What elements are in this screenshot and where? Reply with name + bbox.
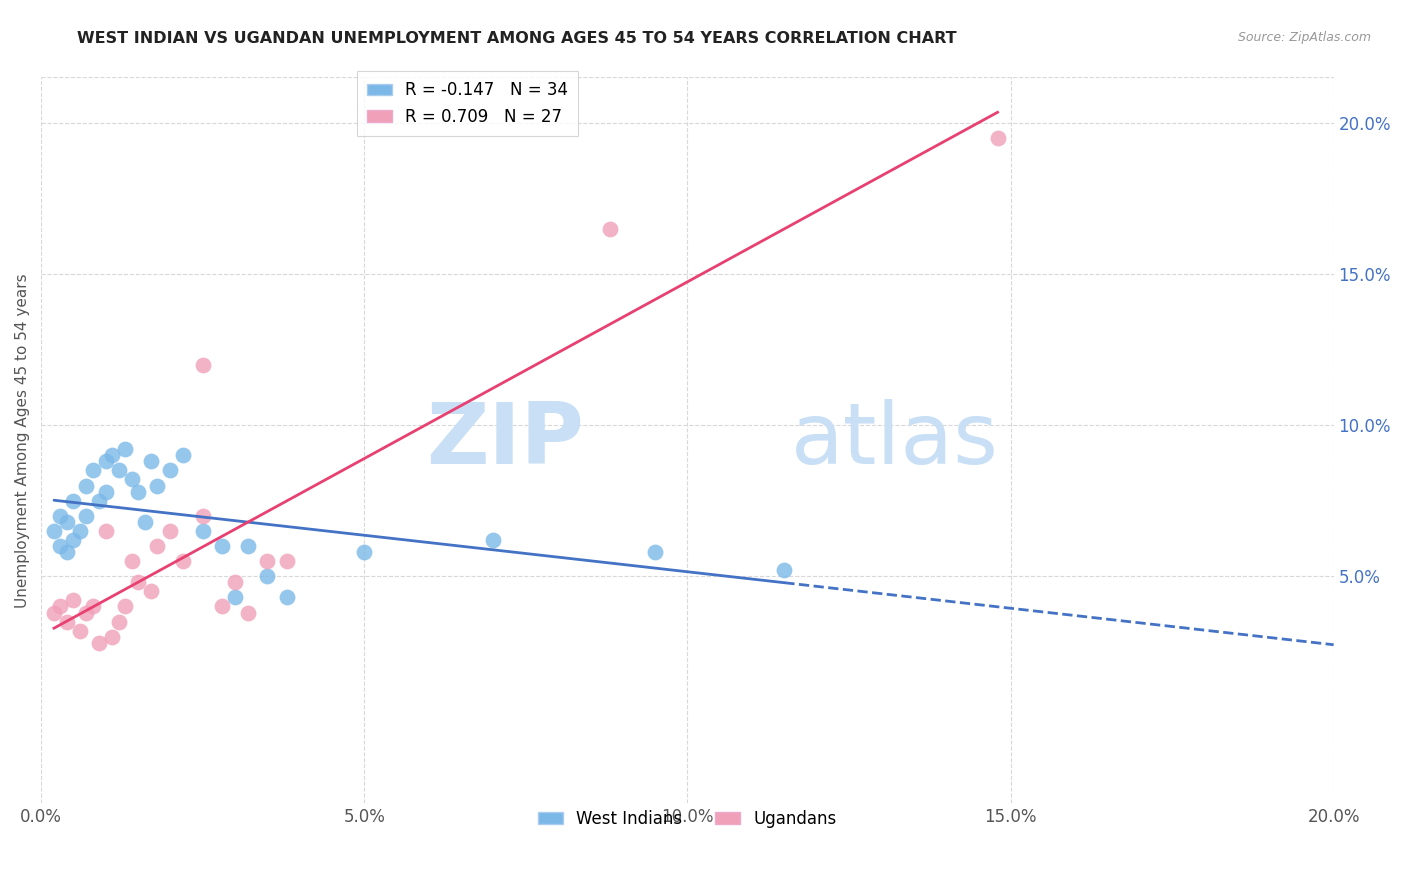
Point xyxy=(236,606,259,620)
Point xyxy=(146,478,169,492)
Point xyxy=(69,524,91,538)
Text: Source: ZipAtlas.com: Source: ZipAtlas.com xyxy=(1237,31,1371,45)
Point xyxy=(69,624,91,638)
Point xyxy=(94,524,117,538)
Point xyxy=(224,591,246,605)
Point xyxy=(114,599,136,614)
Point xyxy=(159,463,181,477)
Point xyxy=(42,524,65,538)
Point xyxy=(256,569,278,583)
Point xyxy=(49,599,72,614)
Point xyxy=(127,484,149,499)
Point xyxy=(276,591,298,605)
Point xyxy=(159,524,181,538)
Point xyxy=(94,454,117,468)
Point xyxy=(236,539,259,553)
Legend: West Indians, Ugandans: West Indians, Ugandans xyxy=(531,803,844,835)
Point xyxy=(191,358,214,372)
Point xyxy=(75,478,97,492)
Point xyxy=(82,599,104,614)
Point xyxy=(49,508,72,523)
Point xyxy=(139,454,162,468)
Point xyxy=(276,554,298,568)
Point xyxy=(224,575,246,590)
Text: ZIP: ZIP xyxy=(426,399,583,482)
Y-axis label: Unemployment Among Ages 45 to 54 years: Unemployment Among Ages 45 to 54 years xyxy=(15,273,30,607)
Point xyxy=(56,515,79,529)
Point xyxy=(211,539,233,553)
Point xyxy=(127,575,149,590)
Point xyxy=(353,545,375,559)
Point xyxy=(599,221,621,235)
Point xyxy=(89,493,111,508)
Point xyxy=(107,463,129,477)
Point xyxy=(134,515,156,529)
Point xyxy=(114,442,136,457)
Point xyxy=(191,524,214,538)
Point xyxy=(56,615,79,629)
Point xyxy=(146,539,169,553)
Point xyxy=(82,463,104,477)
Point xyxy=(62,533,84,547)
Point xyxy=(172,554,194,568)
Point xyxy=(644,545,666,559)
Point xyxy=(62,593,84,607)
Point xyxy=(94,484,117,499)
Point xyxy=(121,554,143,568)
Point xyxy=(987,131,1010,145)
Text: WEST INDIAN VS UGANDAN UNEMPLOYMENT AMONG AGES 45 TO 54 YEARS CORRELATION CHART: WEST INDIAN VS UGANDAN UNEMPLOYMENT AMON… xyxy=(77,31,957,46)
Point xyxy=(56,545,79,559)
Point xyxy=(101,448,124,462)
Point xyxy=(89,636,111,650)
Point xyxy=(256,554,278,568)
Point xyxy=(121,473,143,487)
Point xyxy=(191,508,214,523)
Point xyxy=(172,448,194,462)
Point xyxy=(75,508,97,523)
Point xyxy=(482,533,505,547)
Text: atlas: atlas xyxy=(790,399,998,482)
Point xyxy=(49,539,72,553)
Point xyxy=(139,584,162,599)
Point xyxy=(42,606,65,620)
Point xyxy=(107,615,129,629)
Point xyxy=(62,493,84,508)
Point xyxy=(773,563,796,577)
Point xyxy=(75,606,97,620)
Point xyxy=(211,599,233,614)
Point xyxy=(101,630,124,644)
